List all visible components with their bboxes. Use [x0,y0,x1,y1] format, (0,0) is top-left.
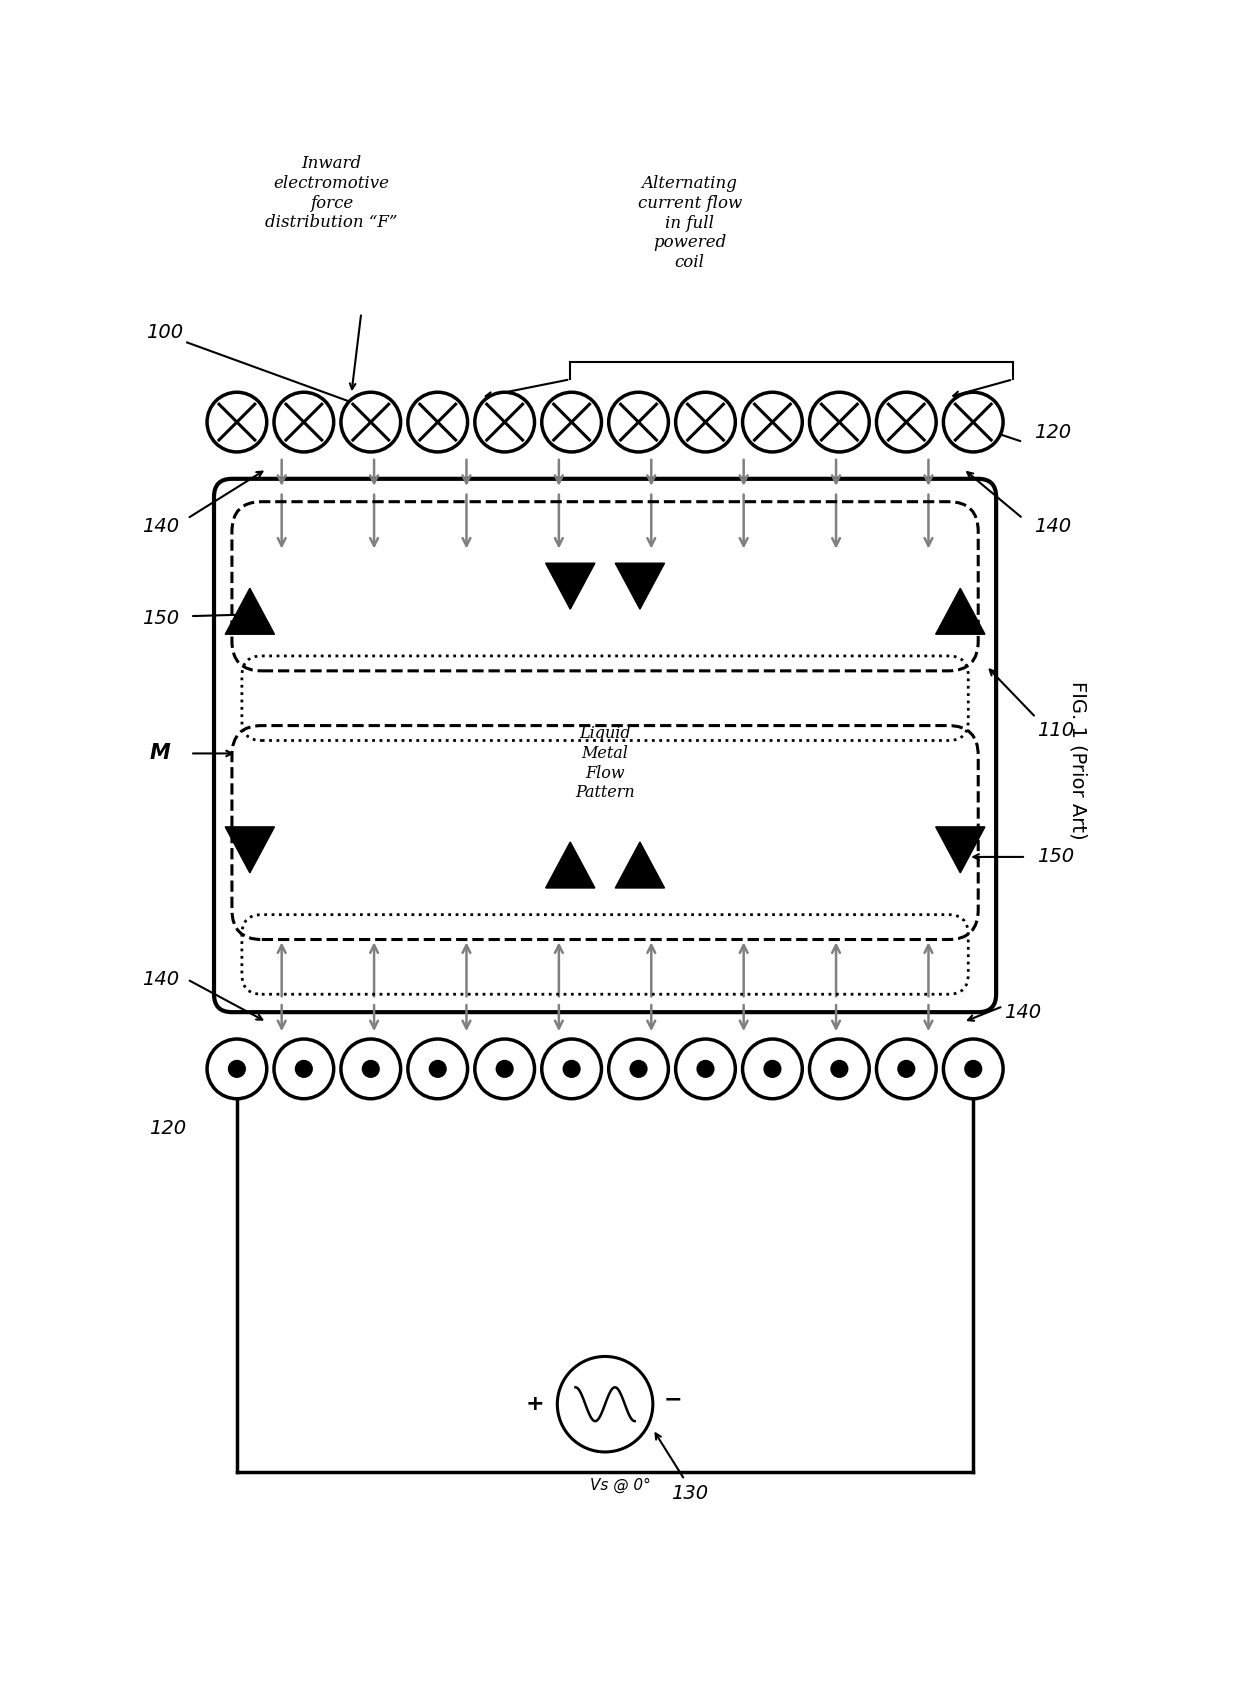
Polygon shape [936,827,985,873]
Text: 120: 120 [149,1119,186,1137]
Circle shape [810,1040,869,1099]
Text: 140: 140 [1034,517,1071,536]
Text: −: − [663,1388,682,1409]
Circle shape [542,1040,601,1099]
Polygon shape [226,827,274,873]
Circle shape [429,1060,446,1077]
Text: 100: 100 [146,324,182,342]
Text: 150: 150 [141,608,179,627]
Circle shape [557,1356,652,1452]
Circle shape [609,393,668,452]
Circle shape [676,1040,735,1099]
Circle shape [743,1040,802,1099]
Circle shape [697,1060,714,1077]
Circle shape [274,1040,334,1099]
Circle shape [341,393,401,452]
Circle shape [898,1060,915,1077]
Circle shape [207,393,267,452]
Circle shape [207,1040,267,1099]
Circle shape [877,393,936,452]
Text: 120: 120 [1034,423,1071,441]
Circle shape [810,393,869,452]
Text: 110: 110 [1038,721,1074,740]
Text: 140: 140 [141,517,179,536]
Text: 130: 130 [671,1484,708,1503]
Circle shape [408,393,467,452]
Circle shape [877,1040,936,1099]
Circle shape [274,393,334,452]
Text: Vs @ 0°: Vs @ 0° [590,1478,650,1493]
Circle shape [743,393,802,452]
Circle shape [609,1040,668,1099]
Circle shape [944,393,1003,452]
Text: M: M [150,743,171,763]
Polygon shape [546,842,595,888]
Polygon shape [615,842,665,888]
Text: 140: 140 [141,971,179,989]
Circle shape [676,393,735,452]
Text: Liquid
Metal
Flow
Pattern: Liquid Metal Flow Pattern [575,726,635,802]
Circle shape [542,393,601,452]
Text: 140: 140 [1004,1003,1042,1021]
Text: +: + [526,1393,544,1414]
Circle shape [362,1060,379,1077]
Polygon shape [936,588,985,634]
Circle shape [630,1060,647,1077]
Circle shape [475,393,534,452]
Circle shape [944,1040,1003,1099]
Text: FIG. 1 (Prior Art): FIG. 1 (Prior Art) [1068,681,1087,839]
Circle shape [228,1060,246,1077]
Circle shape [475,1040,534,1099]
Circle shape [341,1040,401,1099]
Text: Inward
electromotive
force
distribution “F”: Inward electromotive force distribution … [265,155,398,231]
Circle shape [764,1060,781,1077]
Circle shape [965,1060,982,1077]
Circle shape [496,1060,513,1077]
Circle shape [295,1060,312,1077]
Circle shape [408,1040,467,1099]
Text: Alternating
current flow
in full
powered
coil: Alternating current flow in full powered… [637,175,742,271]
FancyBboxPatch shape [215,479,996,1013]
Text: 150: 150 [1038,848,1074,866]
Circle shape [831,1060,848,1077]
Polygon shape [615,563,665,610]
Circle shape [563,1060,580,1077]
Polygon shape [226,588,274,634]
Polygon shape [546,563,595,610]
